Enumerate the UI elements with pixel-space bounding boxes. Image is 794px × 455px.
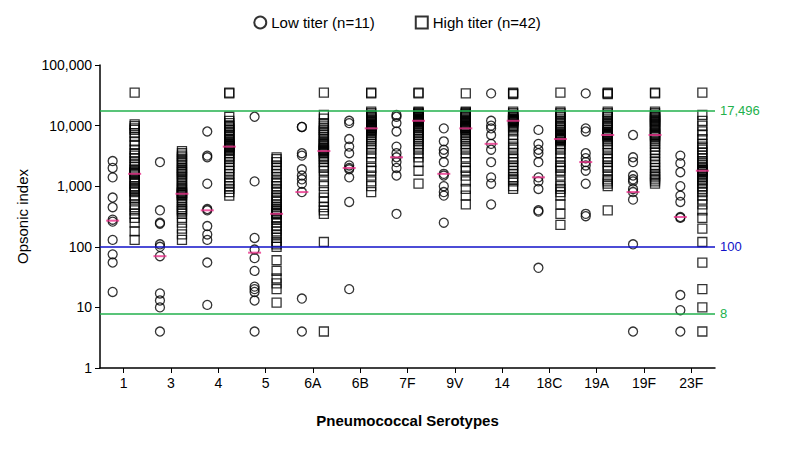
svg-text:Pneumococcal Serotypes: Pneumococcal Serotypes bbox=[316, 412, 499, 429]
svg-text:6B: 6B bbox=[352, 375, 369, 391]
svg-text:19A: 19A bbox=[584, 375, 610, 391]
svg-text:9V: 9V bbox=[446, 375, 464, 391]
svg-text:1: 1 bbox=[120, 375, 128, 391]
svg-text:4: 4 bbox=[214, 375, 222, 391]
svg-text:5: 5 bbox=[262, 375, 270, 391]
svg-text:100,000: 100,000 bbox=[41, 57, 92, 73]
svg-text:19F: 19F bbox=[632, 375, 656, 391]
svg-text:10,000: 10,000 bbox=[49, 118, 92, 134]
svg-text:Opsonic index: Opsonic index bbox=[14, 168, 31, 264]
svg-text:100: 100 bbox=[720, 239, 742, 254]
svg-text:7F: 7F bbox=[399, 375, 415, 391]
svg-text:17,496: 17,496 bbox=[720, 103, 760, 118]
svg-text:Low titer (n=11): Low titer (n=11) bbox=[271, 14, 375, 31]
svg-text:23F: 23F bbox=[679, 375, 703, 391]
svg-text:1,000: 1,000 bbox=[57, 178, 92, 194]
svg-text:8: 8 bbox=[720, 306, 727, 321]
svg-text:18C: 18C bbox=[537, 375, 563, 391]
svg-text:10: 10 bbox=[76, 299, 92, 315]
svg-text:3: 3 bbox=[167, 375, 175, 391]
svg-text:14: 14 bbox=[494, 375, 510, 391]
svg-text:100: 100 bbox=[69, 239, 93, 255]
svg-text:1: 1 bbox=[84, 360, 92, 376]
svg-text:High titer (n=42): High titer (n=42) bbox=[433, 14, 541, 31]
svg-text:6A: 6A bbox=[304, 375, 322, 391]
